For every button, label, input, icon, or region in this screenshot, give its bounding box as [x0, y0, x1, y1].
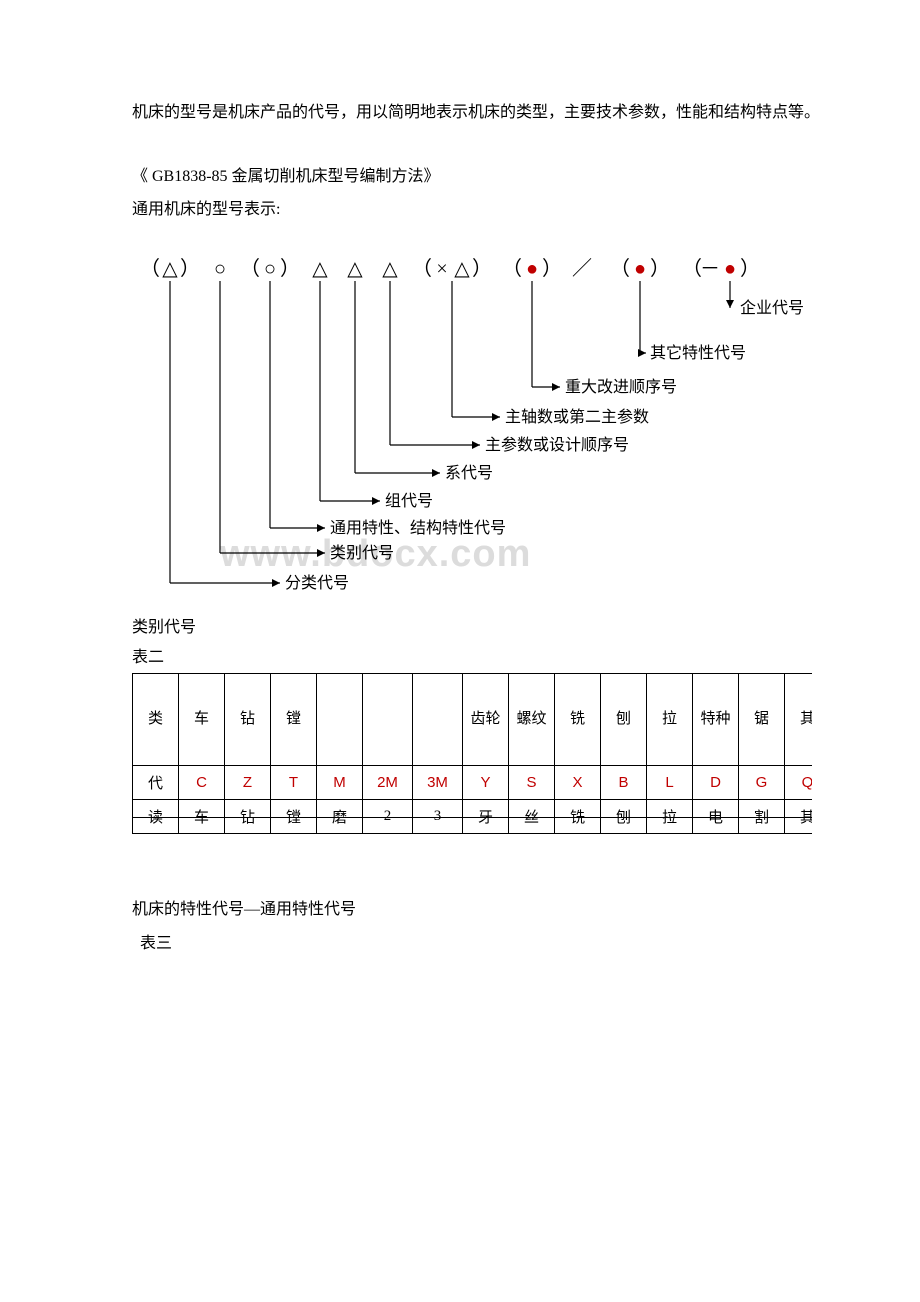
t2-h11: 拉 [647, 673, 693, 765]
t2-h3: 镗 [271, 673, 317, 765]
svg-text:）: ） [740, 257, 760, 280]
lbl-series: 系代号 [445, 464, 493, 482]
t2-c6: Y [463, 765, 509, 799]
section3-title: 机床的特性代号—通用特性代号 [100, 895, 820, 919]
lbl-general-prop: 通用特性、结构特性代号 [330, 519, 506, 537]
t2-c1: Z [225, 765, 271, 799]
t2-h1: 车 [179, 673, 225, 765]
svg-text:●: ● [634, 258, 646, 280]
svg-text:／: ／ [572, 258, 592, 280]
svg-text:（: （ [240, 257, 260, 280]
t2-c4: 2M [363, 765, 413, 799]
t2-c8: X [555, 765, 601, 799]
t2-h5 [363, 673, 413, 765]
t2-h9: 铣 [555, 673, 601, 765]
table2-above-caption: 类别代号 [100, 613, 820, 637]
t2-c5: 3M [413, 765, 463, 799]
svg-text:△: △ [312, 258, 328, 280]
svg-text:）: ） [280, 257, 300, 280]
lbl-other-prop: 其它特性代号 [650, 344, 746, 362]
t2-h13: 锯 [739, 673, 785, 765]
t2-c9: B [601, 765, 647, 799]
svg-text:○: ○ [264, 258, 276, 280]
t2-h8: 螺纹 [509, 673, 555, 765]
lbl-major-rev: 重大改进顺序号 [565, 378, 677, 396]
t2-h7: 齿轮 [463, 673, 509, 765]
table3-caption: 表三 [100, 929, 820, 953]
lbl-main-param: 主参数或设计顺序号 [485, 436, 629, 454]
general-format-line: 通用机床的型号表示: [100, 197, 820, 223]
t2-h6 [413, 673, 463, 765]
t2-c3: M [317, 765, 363, 799]
t2-h10: 刨 [601, 673, 647, 765]
svg-text:△: △ [382, 258, 398, 280]
lbl-group: 组代号 [385, 492, 433, 510]
t2-c2: T [271, 765, 317, 799]
lbl-spindle: 主轴数或第二主参数 [505, 408, 649, 426]
svg-text:○: ○ [214, 258, 226, 280]
intro-paragraph: 机床的型号是机床产品的代号，用以简明地表示机床的类型，主要技术参数，性能和结构特… [100, 100, 820, 126]
t2-h0: 类 [133, 673, 179, 765]
svg-text:）: ） [180, 257, 200, 280]
table2-caption: 表二 [100, 643, 820, 667]
svg-text:●: ● [526, 258, 538, 280]
svg-text:）: ） [650, 257, 670, 280]
gb-standard-line: 《 GB1838-85 金属切削机床型号编制方法》 [100, 164, 820, 190]
svg-text:）: ） [542, 257, 562, 280]
table-row-strikethrough [132, 817, 812, 818]
lbl-class: 分类代号 [285, 574, 349, 592]
t2-c12: G [739, 765, 785, 799]
lbl-enterprise: 企业代号 [740, 299, 804, 317]
lbl-category: 类别代号 [330, 544, 394, 562]
t2-c11: D [693, 765, 739, 799]
t2-h12: 特种 [693, 673, 739, 765]
svg-text:●: ● [724, 258, 736, 280]
t2-c13: Q [785, 765, 813, 799]
svg-text:△: △ [162, 258, 178, 280]
t2-h2: 钻 [225, 673, 271, 765]
svg-text:△: △ [347, 258, 363, 280]
table-two: 类 车 钻 镗 齿轮 螺纹 铣 刨 拉 特种 锯 其 代 C Z T M 2M … [132, 673, 812, 834]
t2-c7: S [509, 765, 555, 799]
svg-text:△: △ [454, 258, 470, 280]
svg-text:（: （ [502, 257, 522, 280]
t2-code-label: 代 [133, 765, 179, 799]
t2-h4 [317, 673, 363, 765]
model-code-diagram: www.bdocx.com （ △ ） ○ （ ○ ） △ △ △ （ × △ … [100, 253, 820, 603]
svg-text:（: （ [682, 257, 702, 280]
svg-text:（: （ [140, 257, 160, 280]
svg-text:（: （ [610, 257, 630, 280]
t2-c0: C [179, 765, 225, 799]
t2-c10: L [647, 765, 693, 799]
svg-text:（: （ [412, 257, 432, 280]
svg-text:）: ） [472, 257, 492, 280]
svg-text:×: × [436, 258, 447, 280]
t2-h14: 其 [785, 673, 813, 765]
svg-text:－: － [700, 258, 720, 280]
